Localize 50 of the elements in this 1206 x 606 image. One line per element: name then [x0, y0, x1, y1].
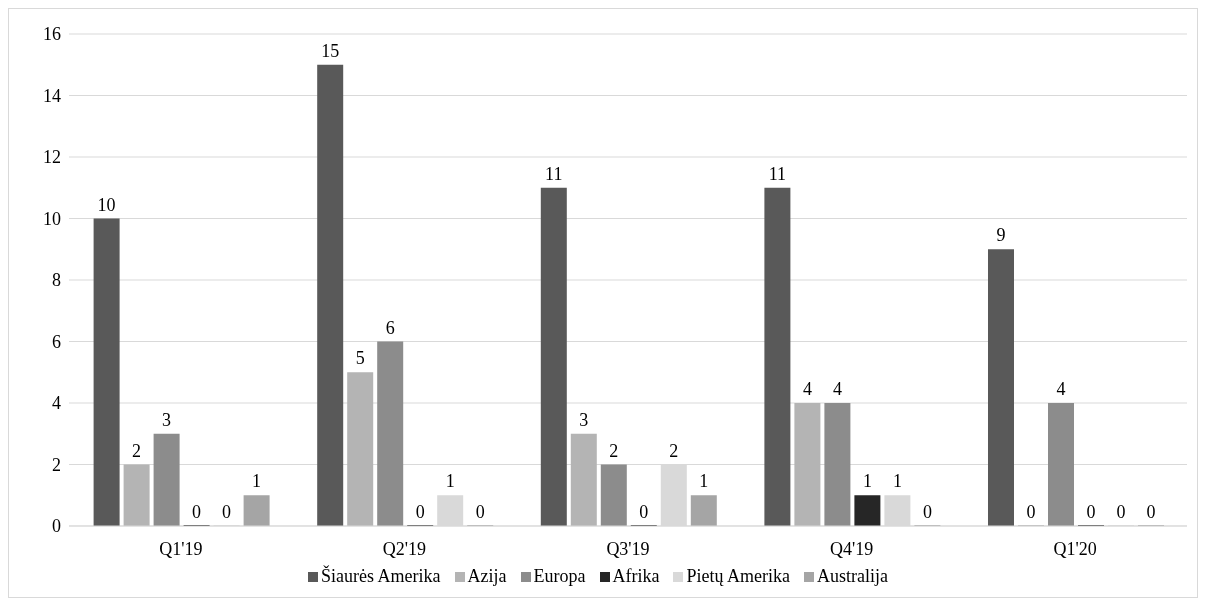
- legend-label: Azija: [467, 566, 507, 587]
- data-label: 4: [832, 379, 842, 399]
- data-label: 2: [669, 440, 679, 461]
- legend-label: Šiaurės Amerika: [321, 566, 441, 587]
- data-label: 1: [862, 471, 872, 492]
- y-tick-label: 16: [43, 24, 61, 45]
- y-tick-label: 0: [52, 516, 61, 537]
- data-label: 0: [1026, 502, 1036, 522]
- data-label: 2: [132, 440, 142, 461]
- data-label: 0: [475, 502, 485, 522]
- x-tick-label: Q3'19: [606, 538, 650, 559]
- data-label: 0: [415, 502, 425, 522]
- data-label: 2: [609, 440, 619, 461]
- data-label: 0: [639, 502, 649, 522]
- legend-label: Afrika: [612, 566, 660, 587]
- data-label: 0: [922, 502, 932, 522]
- y-tick-label: 8: [52, 270, 61, 291]
- data-label: 0: [192, 502, 202, 522]
- data-label: 11: [545, 163, 563, 184]
- data-label: 0: [1116, 502, 1126, 522]
- legend-label: Australija: [816, 566, 888, 587]
- data-label: 10: [97, 194, 116, 215]
- data-label: 1: [699, 471, 709, 492]
- x-tick-label: Q1'20: [1053, 538, 1097, 559]
- data-label: 0: [222, 502, 232, 522]
- legend-label: Pietų Amerika: [686, 566, 790, 587]
- data-label: 1: [445, 471, 455, 492]
- y-tick-label: 2: [52, 454, 61, 475]
- data-label: 3: [579, 409, 589, 430]
- x-tick-label: Q2'19: [382, 538, 427, 559]
- y-tick-label: 12: [43, 147, 61, 168]
- y-tick-label: 10: [43, 208, 61, 229]
- x-tick-label: Q4'19: [829, 538, 874, 559]
- y-tick-label: 6: [52, 331, 61, 352]
- data-label: 15: [321, 40, 340, 61]
- data-label: 6: [385, 317, 395, 338]
- data-label: 1: [892, 471, 902, 492]
- data-label: 4: [802, 379, 812, 399]
- data-label: 11: [768, 163, 787, 184]
- data-label: 0: [1086, 502, 1096, 522]
- data-label: 3: [162, 409, 172, 430]
- y-tick-label: 4: [52, 393, 61, 414]
- data-label: 0: [1146, 502, 1156, 522]
- data-label: 4: [1056, 379, 1066, 399]
- data-label: 1: [252, 471, 262, 492]
- legend-label: Europa: [533, 566, 586, 587]
- data-label: 5: [355, 348, 365, 369]
- x-tick-label: Q1'19: [159, 538, 203, 559]
- y-tick-label: 14: [43, 85, 61, 106]
- data-label: 9: [996, 225, 1006, 246]
